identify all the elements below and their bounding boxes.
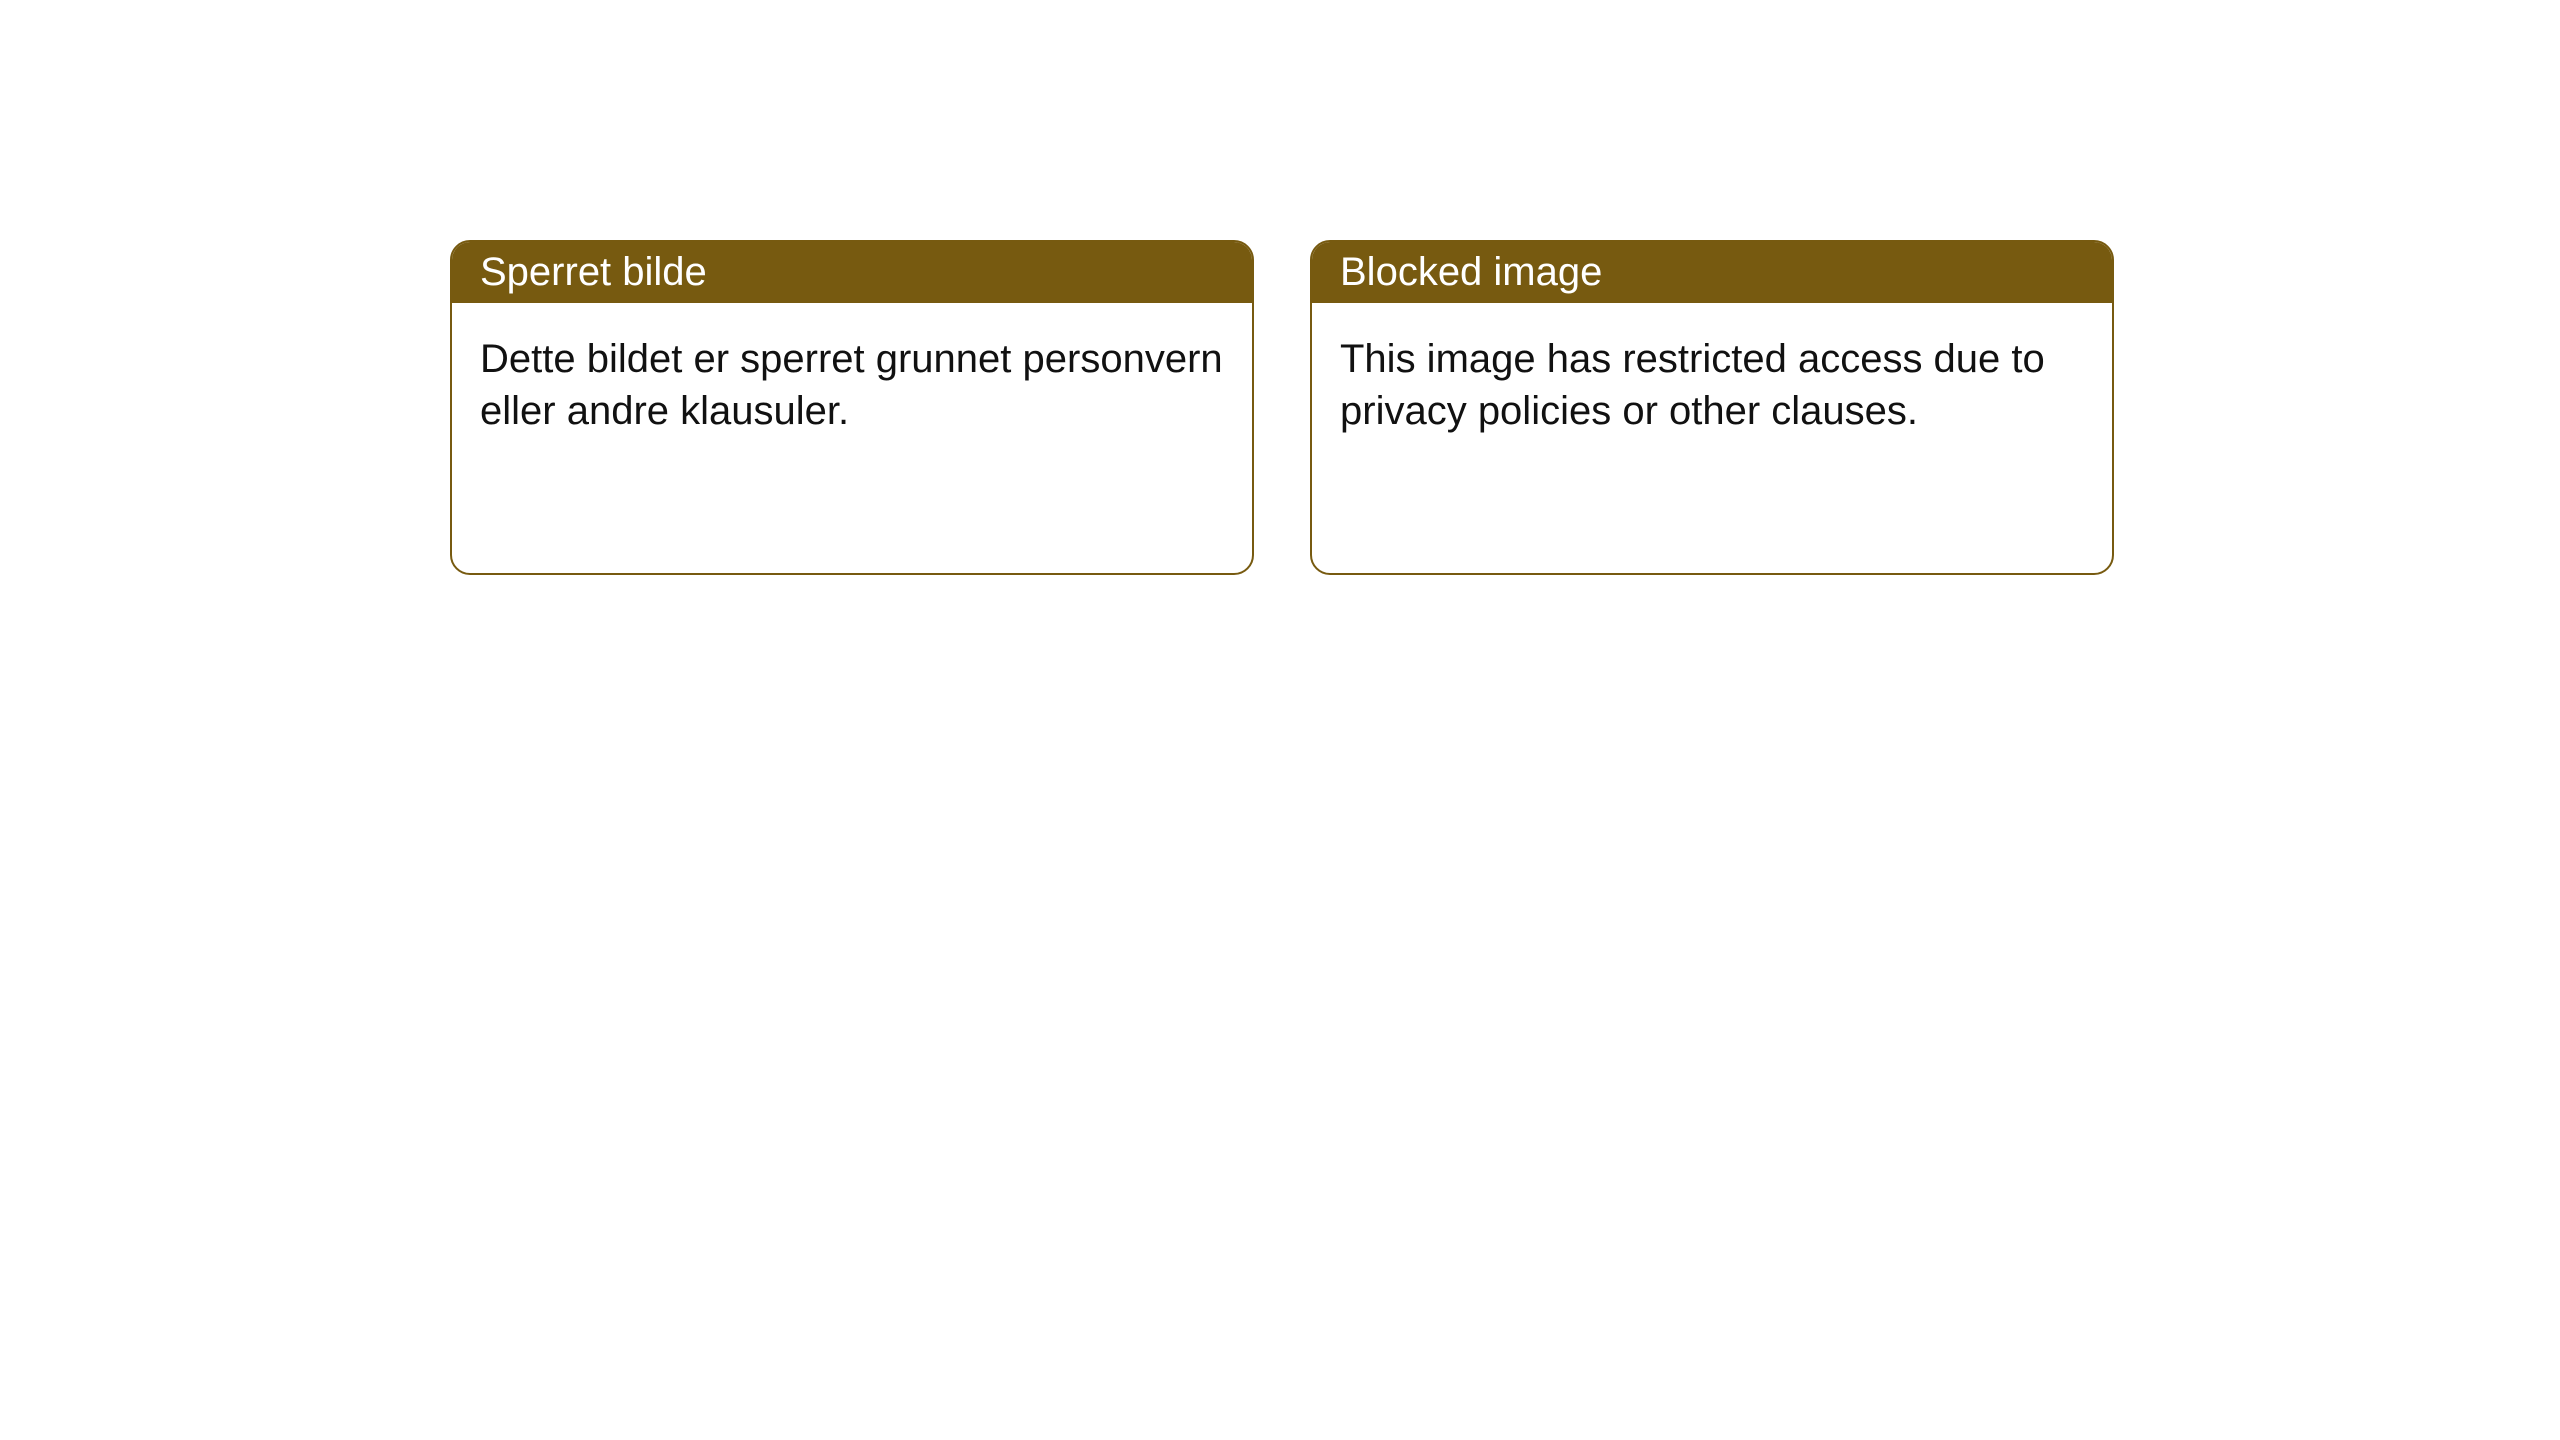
notice-header: Sperret bilde — [452, 242, 1252, 303]
notice-card-norwegian: Sperret bilde Dette bildet er sperret gr… — [450, 240, 1254, 575]
notice-header: Blocked image — [1312, 242, 2112, 303]
notice-body: This image has restricted access due to … — [1312, 303, 2112, 573]
notice-body-text: Dette bildet er sperret grunnet personve… — [480, 337, 1223, 433]
notice-title: Blocked image — [1340, 250, 1602, 294]
notice-body-text: This image has restricted access due to … — [1340, 337, 2045, 433]
notice-card-english: Blocked image This image has restricted … — [1310, 240, 2114, 575]
notice-body: Dette bildet er sperret grunnet personve… — [452, 303, 1252, 573]
notice-title: Sperret bilde — [480, 250, 707, 294]
notice-container: Sperret bilde Dette bildet er sperret gr… — [450, 240, 2114, 575]
